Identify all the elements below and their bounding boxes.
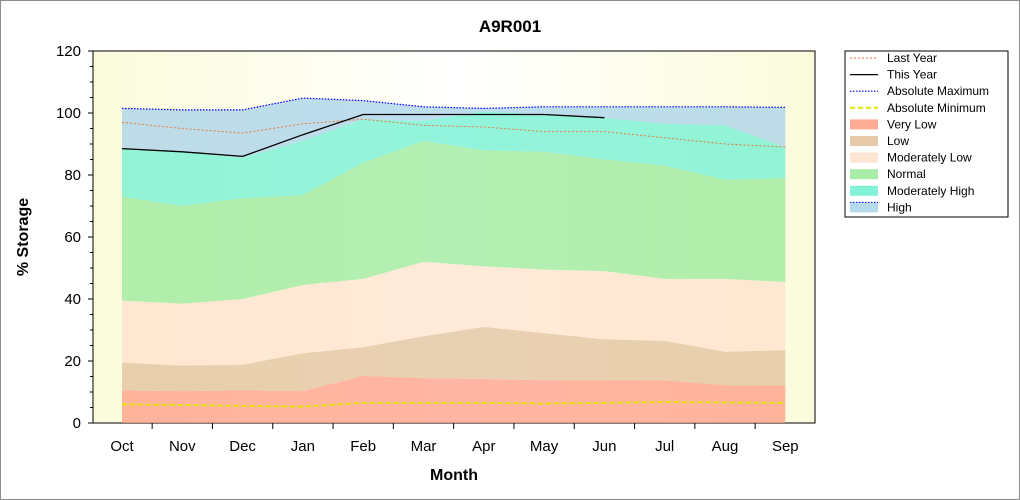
- x-tick-label: Feb: [350, 438, 376, 455]
- legend-swatch-very-low: [850, 119, 878, 130]
- x-axis-label: Month: [430, 467, 478, 484]
- band-normal: [122, 140, 786, 304]
- x-tick-label: Oct: [110, 438, 134, 455]
- legend-swatch-normal: [850, 169, 878, 180]
- x-tick-label: Mar: [411, 438, 437, 455]
- band-high: [122, 98, 786, 158]
- legend-label-moderately-low: Moderately Low: [887, 151, 972, 165]
- absolute-maximum-line: [121, 97, 786, 111]
- x-tick-label: Jun: [592, 438, 616, 455]
- band-low: [122, 326, 786, 392]
- y-axis-label: % Storage: [15, 198, 32, 276]
- legend-label-high: High: [887, 200, 912, 214]
- legend-label-normal: Normal: [887, 167, 926, 181]
- legend-label-moderately-high: Moderately High: [887, 184, 974, 198]
- x-tick-label: Sep: [772, 438, 799, 455]
- x-tick-label: Jan: [291, 438, 315, 455]
- legend-label-absolute-maximum: Absolute Maximum: [887, 84, 989, 98]
- y-axis: 0 20 40 60 80 100 120: [56, 43, 93, 432]
- x-axis: Oct Nov Dec Jan Feb Mar Apr May Jun Jul Aug Sep: [110, 423, 799, 455]
- legend-label-low: Low: [887, 134, 909, 148]
- y-tick-label: 40: [64, 291, 81, 308]
- x-tick-label: May: [530, 438, 559, 455]
- y-tick-label: 0: [73, 415, 81, 432]
- band-moderately-high: [122, 111, 786, 206]
- legend-label-this-year: This Year: [887, 68, 937, 82]
- y-tick-label: 60: [64, 229, 81, 246]
- y-tick-label: 20: [64, 353, 81, 370]
- band-moderately-low: [122, 261, 786, 366]
- legend-label-very-low: Very Low: [887, 117, 937, 131]
- x-tick-label: Nov: [169, 438, 196, 455]
- legend: Last Year This Year Absolute Maximum Absolu…: [844, 50, 1009, 218]
- x-tick-label: Apr: [472, 438, 495, 455]
- legend-label-last-year: Last Year: [887, 51, 937, 65]
- legend-swatch-moderately-high: [850, 185, 878, 196]
- legend-label-absolute-minimum: Absolute Minimum: [887, 101, 986, 115]
- legend-swatch-high: [850, 202, 878, 213]
- chart-title: A9R001: [479, 17, 541, 36]
- y-tick-label: 120: [56, 43, 81, 60]
- x-tick-label: Dec: [229, 438, 256, 455]
- last-year-line: [121, 118, 786, 148]
- y-tick-label: 80: [64, 167, 81, 184]
- legend-swatch-moderately-low: [850, 152, 878, 163]
- legend-swatch-low: [850, 136, 878, 146]
- x-tick-label: Jul: [655, 438, 674, 455]
- absolute-minimum-line: [121, 400, 786, 408]
- y-tick-label: 100: [56, 105, 81, 122]
- band-very-low: [122, 375, 786, 423]
- this-year-line: [121, 113, 605, 158]
- series-lines: [121, 97, 786, 408]
- percentile-bands: [122, 98, 786, 423]
- x-tick-label: Aug: [712, 438, 739, 455]
